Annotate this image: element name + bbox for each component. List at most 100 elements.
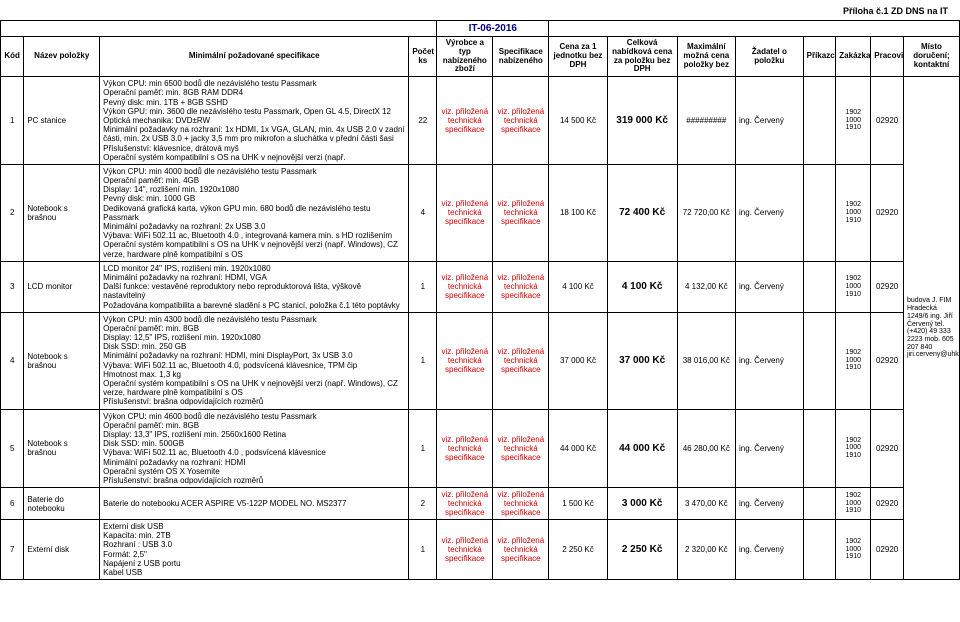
cell-max: ######### (677, 77, 735, 165)
cell-pocet: 22 (409, 77, 437, 165)
cell-nazev: LCD monitor (24, 261, 100, 312)
cell-nazev: Externí disk (24, 520, 100, 580)
cell-spec: Baterie do notebooku ACER ASPIRE V5-122P… (100, 488, 409, 520)
cell-pracoviste: 02920 (871, 261, 904, 312)
cell-specifikace: viz. přiložená technická specifikace (493, 164, 549, 261)
table-row: 3LCD monitorLCD monitor 24" IPS, rozliše… (1, 261, 960, 312)
h-misto: Místo doručení; kontaktní (903, 37, 959, 77)
cell-zadatel: ing. Červený (735, 520, 803, 580)
cell-specifikace: viz. přiložená technická specifikace (493, 261, 549, 312)
cell-cena-celk: 2 250 Kč (607, 520, 677, 580)
h-specifikace: Specifikace nabízeného (493, 37, 549, 77)
cell-zadatel: ing. Červený (735, 488, 803, 520)
cell-nazev: Baterie do notebooku (24, 488, 100, 520)
cell-max: 46 280,00 Kč (677, 409, 735, 488)
cell-specifikace: viz. přiložená technická specifikace (493, 409, 549, 488)
table-row: 5Notebook s brašnouVýkon CPU: min 4600 b… (1, 409, 960, 488)
cell-zadatel: ing. Červený (735, 312, 803, 409)
cell-pocet: 2 (409, 488, 437, 520)
cell-vyrobce: viz. přiložená technická specifikace (437, 520, 493, 580)
cell-vyrobce: viz. přiložená technická specifikace (437, 409, 493, 488)
cell-specifikace: viz. přiložená technická specifikace (493, 520, 549, 580)
doc-id: IT-06-2016 (437, 21, 549, 37)
cell-cena-celk: 4 100 Kč (607, 261, 677, 312)
cell-max: 3 470,00 Kč (677, 488, 735, 520)
cell-cena-celk: 3 000 Kč (607, 488, 677, 520)
h-zadatel: Žadatel o položku (735, 37, 803, 77)
cell-zakazka: 1902 1000 1910 (836, 312, 871, 409)
h-zakazka: Zakázka (836, 37, 871, 77)
cell-kod: 3 (1, 261, 24, 312)
cell-zakazka: 1902 1000 1910 (836, 77, 871, 165)
cell-kod: 2 (1, 164, 24, 261)
cell-nazev: Notebook s brašnou (24, 164, 100, 261)
cell-max: 72 720,00 Kč (677, 164, 735, 261)
cell-max: 38 016,00 Kč (677, 312, 735, 409)
cell-cena1: 1 500 Kč (549, 488, 607, 520)
cell-prikazce (803, 488, 836, 520)
table-row: 7Externí diskExterní disk USB Kapacita: … (1, 520, 960, 580)
cell-cena1: 4 100 Kč (549, 261, 607, 312)
h-spec: Minimální požadované specifikace (100, 37, 409, 77)
h-prikazce: Příkazce (803, 37, 836, 77)
cell-zadatel: ing. Červený (735, 164, 803, 261)
cell-spec: Externí disk USB Kapacita: min. 2TB Rozh… (100, 520, 409, 580)
cell-zadatel: ing. Červený (735, 261, 803, 312)
table-row: 6Baterie do notebookuBaterie do notebook… (1, 488, 960, 520)
cell-nazev: PC stanice (24, 77, 100, 165)
cell-pocet: 1 (409, 261, 437, 312)
table-body: 1PC staniceVýkon CPU: min 6500 bodů dle … (1, 77, 960, 580)
cell-cena1: 37 000 Kč (549, 312, 607, 409)
h-vyrobce: Výrobce a typ nabízeného zboží (437, 37, 493, 77)
table-row: 2Notebook s brašnouVýkon CPU: min 4000 b… (1, 164, 960, 261)
attachment-label: Příloha č.1 ZD DNS na IT (0, 0, 960, 20)
cell-pracoviste: 02920 (871, 164, 904, 261)
h-nazev: Název položky (24, 37, 100, 77)
cell-cena-celk: 37 000 Kč (607, 312, 677, 409)
cell-specifikace: viz. přiložená technická specifikace (493, 488, 549, 520)
cell-kod: 1 (1, 77, 24, 165)
doc-id-row: IT-06-2016 (1, 21, 960, 37)
h-pocet: Počet ks (409, 37, 437, 77)
table-row: 1PC staniceVýkon CPU: min 6500 bodů dle … (1, 77, 960, 165)
cell-zakazka: 1902 1000 1910 (836, 164, 871, 261)
cell-pracoviste: 02920 (871, 77, 904, 165)
cell-max: 4 132,00 Kč (677, 261, 735, 312)
cell-specifikace: viz. přiložená technická specifikace (493, 77, 549, 165)
cell-pracoviste: 02920 (871, 409, 904, 488)
cell-pocet: 1 (409, 312, 437, 409)
cell-zakazka: 1902 1000 1910 (836, 488, 871, 520)
cell-spec: Výkon CPU: min 6500 bodů dle nezávislého… (100, 77, 409, 165)
cell-cena1: 18 100 Kč (549, 164, 607, 261)
h-kod: Kód (1, 37, 24, 77)
cell-zadatel: ing. Červený (735, 77, 803, 165)
cell-prikazce (803, 312, 836, 409)
cell-cena1: 44 000 Kč (549, 409, 607, 488)
header-row: Kód Název položky Minimální požadované s… (1, 37, 960, 77)
h-pracoviste: Pracoviště (871, 37, 904, 77)
table-row: 4Notebook s brašnouVýkon CPU: min 4300 b… (1, 312, 960, 409)
cell-kod: 4 (1, 312, 24, 409)
cell-pocet: 1 (409, 409, 437, 488)
h-cena1: Cena za 1 jednotku bez DPH (549, 37, 607, 77)
h-cena-celk: Celková nabídková cena za položku bez DP… (607, 37, 677, 77)
cell-cena1: 14 500 Kč (549, 77, 607, 165)
cell-cena-celk: 72 400 Kč (607, 164, 677, 261)
cell-pocet: 4 (409, 164, 437, 261)
cell-vyrobce: viz. přiložená technická specifikace (437, 312, 493, 409)
cell-zakazka: 1902 1000 1910 (836, 520, 871, 580)
items-table: IT-06-2016 Kód Název položky Minimální p… (0, 20, 960, 580)
h-max: Maximální možná cena položky bez (677, 37, 735, 77)
cell-prikazce (803, 409, 836, 488)
cell-prikazce (803, 77, 836, 165)
cell-zakazka: 1902 1000 1910 (836, 261, 871, 312)
cell-pracoviste: 02920 (871, 488, 904, 520)
cell-prikazce (803, 164, 836, 261)
cell-zakazka: 1902 1000 1910 (836, 409, 871, 488)
cell-cena1: 2 250 Kč (549, 520, 607, 580)
cell-kod: 5 (1, 409, 24, 488)
cell-prikazce (803, 520, 836, 580)
cell-max: 2 320,00 Kč (677, 520, 735, 580)
cell-vyrobce: viz. přiložená technická specifikace (437, 261, 493, 312)
cell-zadatel: ing. Červený (735, 409, 803, 488)
